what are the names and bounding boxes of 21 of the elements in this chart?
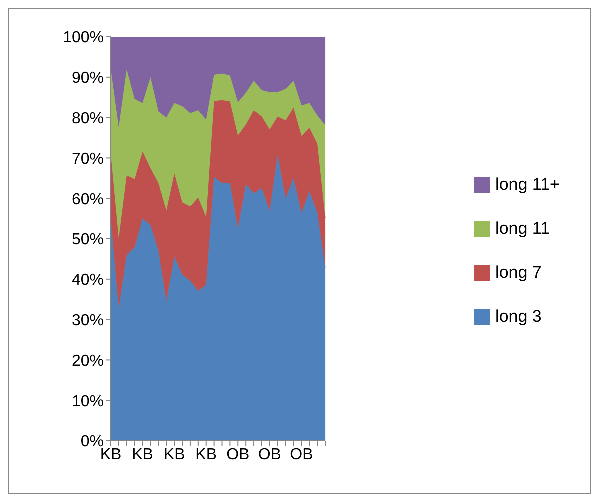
y-tick-label: 40% [72,272,104,290]
legend-label: long 3 [496,307,542,327]
x-tick-label: OB [290,446,314,464]
y-tick-label: 30% [72,312,104,330]
x-tick-label: OB [226,446,250,464]
legend-label: long 11 [496,219,550,239]
x-tick-label: OB [258,446,282,464]
legend-label: long 11+ [496,175,560,195]
legend-label: long 7 [496,263,542,283]
y-tick-label: 100% [63,30,104,47]
y-tick-label: 10% [72,393,104,410]
x-tick-label: KB [196,446,218,464]
y-tick-label: 70% [72,150,104,168]
y-tick-label: 20% [72,352,104,370]
x-tick-label: KB [100,446,122,464]
x-tick-label: KB [164,446,186,464]
y-tick-label: 50% [72,232,104,249]
y-tick-label: 90% [72,70,104,88]
y-tick-label: 60% [72,191,104,208]
x-tick-label: KB [132,446,154,464]
y-tick-label: 80% [72,110,104,128]
